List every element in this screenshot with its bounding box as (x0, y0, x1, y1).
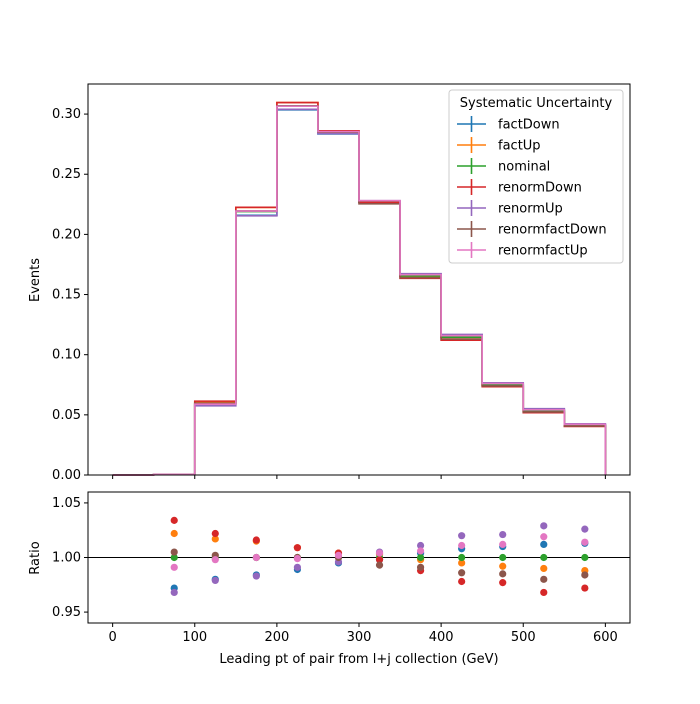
ratio-point-renormDown (252, 536, 260, 544)
ratio-y-tick-label: 0.95 (52, 605, 81, 620)
ratio-point-renormUp (581, 525, 589, 533)
main-y-axis-label: Events (28, 258, 43, 302)
ratio-point-renormfactUp (334, 551, 343, 559)
ratio-series-renormUp (170, 522, 589, 597)
ratio-series-renormfactUp (170, 533, 589, 571)
ratio-point-factUp (458, 559, 466, 567)
ratio-point-renormfactUp (540, 533, 548, 541)
legend-frame (448, 89, 624, 264)
histogram-step-renormfactUp (112, 105, 607, 476)
legend-item-renormfactDown: renormfactDown (457, 221, 607, 238)
ratio-point-renormfactDown (170, 548, 178, 556)
ratio-point-renormDown (499, 579, 507, 587)
ratio-point-renormfactDown (499, 570, 507, 578)
x-tick-label: 200 (264, 630, 289, 645)
legend-label: renormUp (498, 202, 563, 217)
ratio-point-renormDown (293, 544, 302, 552)
ratio-point-renormfactUp (499, 540, 507, 549)
main-y-tick-label: 0.00 (52, 468, 81, 483)
main-y-ticks: 0.00 0.05 0.10 0.15 0.20 0.25 0.30 (52, 107, 88, 483)
legend-label: renormfactDown (498, 223, 607, 238)
ratio-point-renormfactUp (375, 549, 384, 557)
ratio-x-ticks: 0 100 200 300 400 500 600 (108, 623, 618, 645)
legend-item-factUp: factUp (457, 137, 541, 154)
ratio-point-renormfactUp (458, 541, 466, 550)
ratio-point-renormUp (458, 532, 466, 540)
histogram-step-renormfactDown (112, 105, 607, 476)
ratio-point-nominal (458, 553, 466, 562)
ratio-point-renormUp (211, 576, 219, 585)
x-tick-label: 400 (429, 630, 454, 645)
ratio-point-renormUp (499, 530, 507, 539)
legend-items: factDown factUp nominal renormDown renormUp r… (457, 116, 607, 259)
ratio-point-factDown (540, 540, 548, 549)
main-x-ticks (112, 475, 606, 479)
ratio-point-renormUp (293, 563, 302, 571)
x-tick-label: 500 (511, 630, 536, 645)
x-tick-label: 600 (593, 630, 618, 645)
legend-label: factUp (498, 139, 541, 154)
legend-item-renormfactUp: renormfactUp (457, 242, 588, 259)
ratio-point-renormfactDown (458, 569, 466, 577)
ratio-point-renormfactUp (170, 563, 178, 571)
ratio-points (170, 516, 589, 597)
main-y-tick-label: 0.30 (52, 107, 81, 122)
legend-label: factDown (498, 118, 560, 133)
ratio-point-renormDown (458, 577, 466, 586)
x-tick-label: 100 (182, 630, 207, 645)
legend-item-renormDown: renormDown (457, 179, 582, 196)
ratio-point-factUp (540, 564, 548, 573)
ratio-point-renormDown (581, 584, 589, 592)
ratio-point-renormfactUp (252, 553, 260, 562)
ratio-panel: 0.95 1.00 1.05 0 100 200 300 400 500 600 Ratio L… (28, 491, 631, 667)
ratio-point-renormfactUp (581, 538, 589, 546)
ratio-point-renormUp (540, 522, 548, 530)
ratio-point-renormfactUp (416, 547, 425, 555)
main-y-tick-label: 0.25 (52, 167, 81, 182)
ratio-point-renormfactDown (540, 575, 548, 583)
main-histogram-panel: 0.00 0.05 0.10 0.15 0.20 0.25 0.30 Events (28, 83, 631, 483)
ratio-point-renormfactUp (293, 554, 302, 563)
ratio-point-nominal (540, 553, 548, 562)
main-y-tick-label: 0.15 (52, 288, 81, 303)
ratio-point-factUp (170, 529, 178, 538)
ratio-point-renormfactDown (581, 571, 589, 579)
ratio-point-renormDown (540, 588, 548, 597)
ratio-point-renormUp (170, 588, 178, 597)
ratio-point-nominal (416, 553, 425, 562)
x-tick-label: 300 (347, 630, 372, 645)
ratio-point-renormfactDown (416, 563, 425, 571)
ratio-point-renormDown (375, 556, 384, 564)
legend: Systematic Uncertainty factDown factUp nom… (448, 89, 624, 264)
legend-label: renormDown (498, 181, 582, 196)
main-y-tick-label: 0.20 (52, 227, 81, 242)
ratio-point-renormUp (416, 541, 425, 550)
legend-title: Systematic Uncertainty (460, 96, 613, 111)
histogram-steps (112, 101, 607, 476)
ratio-point-nominal (581, 553, 589, 562)
ratio-point-factUp (499, 562, 507, 570)
legend-item-nominal: nominal (457, 158, 550, 175)
ratio-y-tick-label: 1.00 (52, 551, 81, 566)
ratio-point-renormUp (252, 572, 260, 580)
legend-label: renormfactUp (498, 244, 588, 259)
legend-item-factDown: factDown (457, 116, 560, 133)
main-y-tick-label: 0.05 (52, 408, 81, 423)
ratio-point-factUp (211, 535, 219, 543)
ratio-point-renormfactUp (211, 556, 219, 564)
legend-label: nominal (498, 160, 550, 175)
x-tick-label: 0 (108, 630, 116, 645)
ratio-point-renormDown (170, 516, 178, 524)
ratio-y-tick-label: 1.05 (52, 496, 81, 511)
ratio-point-renormDown (211, 529, 219, 538)
main-y-tick-label: 0.10 (52, 348, 81, 363)
ratio-y-axis-label: Ratio (28, 541, 43, 574)
x-axis-label: Leading pt of pair from l+j collection (… (219, 652, 498, 667)
ratio-y-ticks: 0.95 1.00 1.05 (52, 496, 88, 620)
ratio-point-renormfactDown (375, 561, 384, 569)
ratio-point-nominal (499, 553, 507, 562)
legend-item-renormUp: renormUp (457, 200, 563, 217)
ratio-point-nominal (170, 553, 178, 562)
